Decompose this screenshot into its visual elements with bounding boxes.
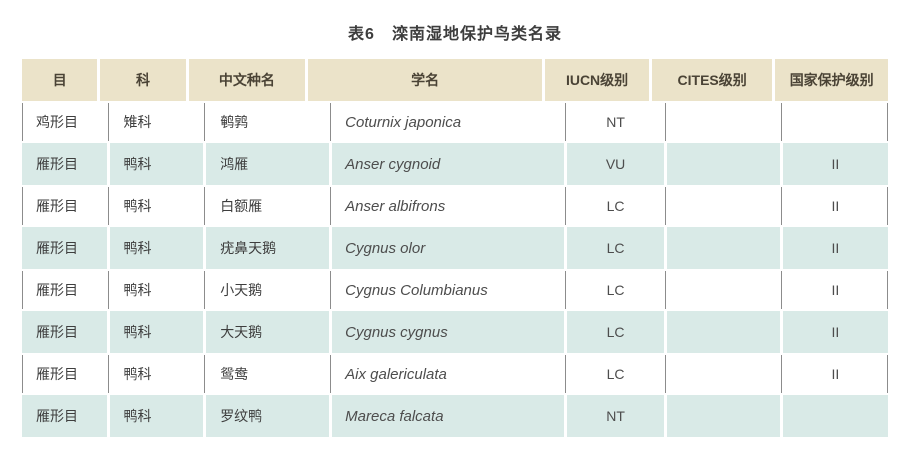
column-header-chinese-name: 中文种名: [188, 59, 306, 101]
cell-cites-level: [665, 269, 780, 311]
table-row: 雁形目 鸭科 大天鹅 Cygnus cygnus LC II: [22, 311, 889, 353]
cell-iucn-level: LC: [565, 269, 664, 311]
column-header-national-level: 国家保护级别: [775, 59, 888, 101]
cell-iucn-level: LC: [565, 185, 664, 227]
table-row: 雁形目 鸭科 鸳鸯 Aix galericulata LC II: [22, 353, 889, 395]
table-body: 鸡形目 雉科 鹌鹑 Coturnix japonica NT 雁形目 鸭科 鸿雁…: [22, 101, 889, 437]
protected-birds-table: 目 科 中文种名 学名 IUCN级别 CITES级别 国家保护级别 鸡形目 雉科…: [22, 59, 889, 437]
cell-iucn-level: LC: [567, 311, 665, 353]
cell-chinese-name: 小天鹅: [204, 269, 329, 311]
cell-chinese-name: 鹌鹑: [204, 101, 329, 143]
table-row: 雁形目 鸭科 鸿雁 Anser cygnoid VU II: [22, 143, 889, 185]
table-row: 雁形目 鸭科 罗纹鸭 Mareca falcata NT: [22, 395, 889, 437]
cell-chinese-name: 疣鼻天鹅: [206, 227, 330, 269]
cell-family: 鸭科: [109, 311, 204, 353]
column-header-scientific-name: 学名: [308, 59, 543, 101]
cell-cites-level: [665, 185, 780, 227]
cell-iucn-level: NT: [567, 395, 665, 437]
cell-scientific-name: Cygnus cygnus: [332, 311, 565, 353]
cell-family: 鸭科: [109, 395, 204, 437]
column-header-cites-level: CITES级别: [651, 59, 773, 101]
cell-national-level: II: [780, 353, 889, 395]
cell-family: 鸭科: [107, 269, 204, 311]
cell-national-level: [782, 395, 889, 437]
cell-family: 雉科: [107, 101, 204, 143]
cell-cites-level: [665, 101, 780, 143]
cell-order: 雁形目: [22, 269, 107, 311]
column-header-family: 科: [100, 59, 186, 101]
cell-family: 鸭科: [109, 227, 204, 269]
column-header-order: 目: [22, 59, 98, 101]
cell-national-level: II: [782, 143, 889, 185]
column-header-iucn-level: IUCN级别: [545, 59, 649, 101]
table-row: 雁形目 鸭科 小天鹅 Cygnus Columbianus LC II: [22, 269, 889, 311]
cell-order: 鸡形目: [22, 101, 107, 143]
cell-scientific-name: Anser albifrons: [330, 185, 564, 227]
cell-scientific-name: Anser cygnoid: [332, 143, 565, 185]
cell-order: 雁形目: [22, 227, 107, 269]
cell-order: 雁形目: [22, 395, 107, 437]
cell-chinese-name: 鸳鸯: [204, 353, 329, 395]
cell-cites-level: [667, 227, 780, 269]
cell-national-level: II: [782, 227, 889, 269]
cell-family: 鸭科: [107, 185, 204, 227]
cell-scientific-name: Mareca falcata: [332, 395, 565, 437]
cell-national-level: [780, 101, 889, 143]
cell-national-level: II: [780, 269, 889, 311]
cell-chinese-name: 鸿雁: [206, 143, 330, 185]
cell-iucn-level: VU: [567, 143, 665, 185]
cell-chinese-name: 罗纹鸭: [206, 395, 330, 437]
page: 表6 滦南湿地保护鸟类名录 目 科 中文种名 学名 IUCN级别 CITES级别…: [22, 26, 889, 437]
cell-scientific-name: Coturnix japonica: [330, 101, 564, 143]
cell-order: 雁形目: [22, 185, 107, 227]
cell-cites-level: [667, 143, 780, 185]
cell-national-level: II: [780, 185, 889, 227]
cell-cites-level: [667, 311, 780, 353]
cell-family: 鸭科: [109, 143, 204, 185]
cell-scientific-name: Aix galericulata: [330, 353, 564, 395]
cell-national-level: II: [782, 311, 889, 353]
table-header-row: 目 科 中文种名 学名 IUCN级别 CITES级别 国家保护级别: [22, 59, 888, 101]
cell-iucn-level: NT: [565, 101, 664, 143]
table-row: 雁形目 鸭科 白额雁 Anser albifrons LC II: [22, 185, 889, 227]
table-row: 雁形目 鸭科 疣鼻天鹅 Cygnus olor LC II: [22, 227, 889, 269]
cell-iucn-level: LC: [567, 227, 665, 269]
cell-order: 雁形目: [22, 353, 107, 395]
cell-chinese-name: 白额雁: [204, 185, 329, 227]
cell-scientific-name: Cygnus Columbianus: [330, 269, 564, 311]
table-title: 表6 滦南湿地保护鸟类名录: [348, 26, 562, 43]
cell-scientific-name: Cygnus olor: [332, 227, 565, 269]
cell-order: 雁形目: [22, 311, 107, 353]
cell-family: 鸭科: [107, 353, 204, 395]
cell-cites-level: [665, 353, 780, 395]
cell-order: 雁形目: [22, 143, 107, 185]
cell-iucn-level: LC: [565, 353, 664, 395]
cell-cites-level: [667, 395, 780, 437]
table-row: 鸡形目 雉科 鹌鹑 Coturnix japonica NT: [22, 101, 889, 143]
cell-chinese-name: 大天鹅: [206, 311, 330, 353]
